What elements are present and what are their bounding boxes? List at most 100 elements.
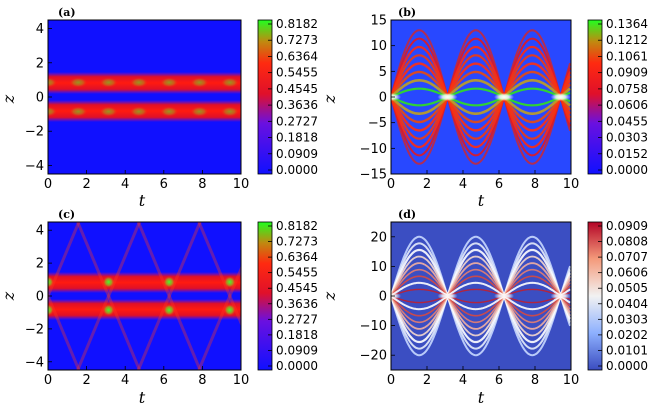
y-tick-label: −4 <box>25 355 44 370</box>
y-tick-label: −2 <box>25 322 44 337</box>
panel-d-colorbar <box>587 221 603 371</box>
x-tick-label: 4 <box>459 177 467 192</box>
heat-spot <box>48 77 57 88</box>
panel-d-y-ticks: 20 10 0 −10 −20 <box>360 230 395 364</box>
focus-node <box>494 292 515 300</box>
collision-spot <box>102 303 115 316</box>
panel-b-colorbar <box>587 19 603 175</box>
colorbar-tick-label: 0.0606 <box>606 98 648 112</box>
x-tick-label: 4 <box>121 373 129 388</box>
panel-b-label: (b) <box>398 6 416 19</box>
fringe-curve <box>391 268 571 297</box>
panel-b-colorbar-ticks: 0.1364 0.1212 0.1061 0.0909 0.0758 0.0606 0.04… <box>598 17 648 177</box>
y-tick-label: 0 <box>36 91 44 106</box>
fringe-curve <box>391 242 571 298</box>
y-tick-label: −10 <box>360 319 387 334</box>
colorbar-tick-label: 0.0101 <box>606 343 648 357</box>
panel-c-xlabel: t <box>139 388 146 407</box>
fringe-curve <box>391 95 571 115</box>
fringe-curve <box>391 295 571 324</box>
colorbar-tick-label: 0.1212 <box>606 33 648 47</box>
focus-node <box>550 93 571 101</box>
heat-spot <box>129 106 148 117</box>
fringe-curve <box>391 235 571 299</box>
panel-a-heat <box>48 72 241 122</box>
colorbar-tick-label: 0.0404 <box>606 297 648 311</box>
collision-spot <box>223 303 236 316</box>
x-tick-label: 8 <box>531 177 539 192</box>
x-tick-label: 0 <box>44 177 52 192</box>
panel-a-ylabel: z <box>0 94 18 104</box>
x-tick-label: 6 <box>160 177 168 192</box>
colorbar-tick-label: 0.0202 <box>606 328 648 342</box>
colorbar-tick-label: 0.7273 <box>276 235 318 249</box>
x-tick-label: 6 <box>495 373 503 388</box>
panel-d-xlabel: t <box>478 388 485 407</box>
fringe-curve <box>391 95 571 132</box>
colorbar-tick-label: 0.8182 <box>276 17 318 31</box>
panel-d-label: (d) <box>398 208 416 221</box>
fringe-curve <box>391 70 571 99</box>
panel-b-x-ticks: 0 2 4 6 8 10 <box>387 170 579 192</box>
colorbar-tick-label: 0.0000 <box>606 359 648 373</box>
panel-a-plot-area <box>48 20 241 174</box>
ray-line <box>48 292 81 370</box>
ray-line <box>136 222 202 370</box>
colorbar-tick-label: 0.3636 <box>276 98 318 112</box>
collision-spot <box>102 276 115 289</box>
y-tick-label: 10 <box>370 260 387 275</box>
colorbar-tick-label: 0.5455 <box>276 266 318 280</box>
fringe-curve <box>391 54 571 99</box>
heat-spot <box>220 77 239 88</box>
x-tick-label: 10 <box>233 373 250 388</box>
colorbar-tick-label: 0.0909 <box>606 66 648 80</box>
colorbar-tick-label: 0.0455 <box>606 114 648 128</box>
panel-a: (a) 0 2 4 6 8 10 4 2 0 −2 −4 t z 0.8182 0.7273 0.63… <box>0 6 318 210</box>
x-tick-label: 8 <box>198 177 206 192</box>
panel-d-ylabel: z <box>320 291 339 301</box>
panel-c-ylabel: z <box>0 291 18 301</box>
y-tick-label: −15 <box>360 168 387 183</box>
panel-a-colorbar-ticks: 0.8182 0.7273 0.6364 0.5455 0.4545 0.3636 0.27… <box>268 17 318 177</box>
y-tick-label: 0 <box>379 91 387 106</box>
y-tick-label: −20 <box>360 349 387 364</box>
colorbar-tick-label: 0.6364 <box>276 49 318 63</box>
x-tick-label: 6 <box>160 373 168 388</box>
fringe-curve <box>391 294 571 337</box>
panel-d: (d) 0 2 4 6 8 10 20 10 0 −10 −20 t z 0.0909 0.0808… <box>320 208 648 407</box>
focus-node <box>391 292 401 300</box>
panel-c: (c) 0 2 4 6 8 10 4 2 0 −2 −4 t z 0.8182 0.72730.63… <box>0 208 318 407</box>
colorbar-tick-label: 0.2727 <box>276 312 318 326</box>
panel-a-x-ticks: 0 2 4 6 8 10 <box>44 170 249 192</box>
colorbar-tick-label: 0.0000 <box>276 359 318 373</box>
colorbar-tick-label: 0.0758 <box>606 82 648 96</box>
focus-node <box>391 93 401 101</box>
collision-spot <box>48 303 54 316</box>
y-tick-label: 0 <box>379 290 387 305</box>
colorbar-tick-label: 0.0606 <box>606 266 648 280</box>
y-tick-label: −2 <box>25 125 44 140</box>
heat-spot <box>99 106 118 117</box>
collision-spot <box>223 276 236 289</box>
panel-b-xlabel: t <box>478 191 485 210</box>
colorbar-tick-label: 0.0303 <box>606 312 648 326</box>
focus-node <box>437 93 458 101</box>
heat-spot <box>129 77 148 88</box>
colorbar-tick-label: 0.1818 <box>276 328 318 342</box>
colorbar-tick-label: 0.1061 <box>606 49 648 63</box>
panel-a-colorbar <box>257 19 273 175</box>
fringe-curve <box>391 294 571 350</box>
fringe-curve <box>391 94 571 149</box>
x-tick-label: 0 <box>387 177 395 192</box>
panel-c-band-upper <box>48 272 241 293</box>
focus-node <box>550 292 571 300</box>
fringe-curve <box>391 29 571 100</box>
fringe-curve <box>391 79 571 99</box>
y-tick-label: −10 <box>360 142 387 157</box>
fringe-curve <box>391 87 571 99</box>
panel-d-x-ticks: 0 2 4 6 8 10 <box>387 366 579 388</box>
colorbar-tick-label: 0.5455 <box>276 66 318 80</box>
